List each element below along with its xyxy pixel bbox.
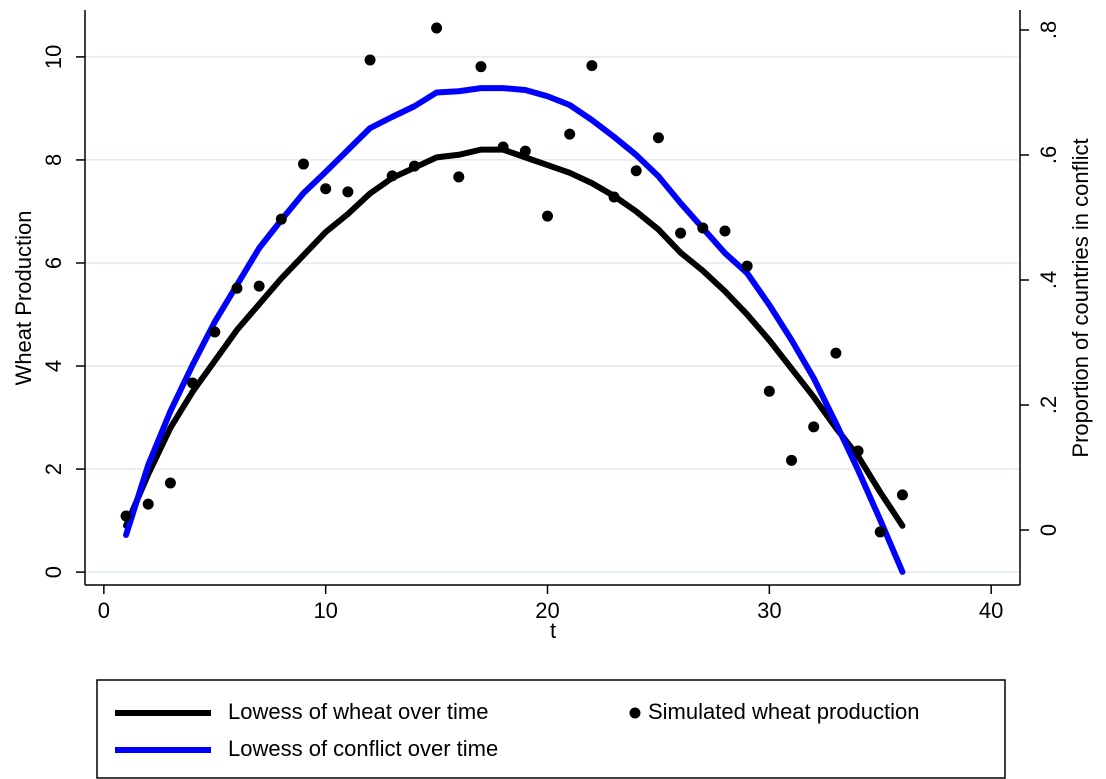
point <box>431 22 443 34</box>
legend-marker <box>629 707 641 719</box>
y-axis-title: Wheat Production <box>11 211 36 386</box>
y-tick-label: 8 <box>41 154 66 166</box>
x-tick-label: 10 <box>313 598 337 623</box>
point <box>342 186 354 198</box>
point <box>808 421 820 433</box>
y-tick-label: 10 <box>41 45 66 69</box>
y-tick-label: 6 <box>41 257 66 269</box>
point <box>763 385 775 397</box>
y2-axis-title: Proportion of countries in conflict <box>1068 138 1093 457</box>
x-tick-label: 20 <box>535 598 559 623</box>
line <box>123 85 906 575</box>
point <box>231 282 243 294</box>
x-tick-label: 30 <box>757 598 781 623</box>
point <box>408 160 420 172</box>
y2-tick-label: .2 <box>1036 396 1061 414</box>
point <box>896 489 908 501</box>
point <box>719 225 731 237</box>
y-tick-label: 0 <box>41 566 66 578</box>
x-tick-label: 40 <box>979 598 1003 623</box>
point <box>830 347 842 359</box>
point <box>697 222 709 234</box>
y-tick-label: 2 <box>41 463 66 475</box>
point <box>564 128 576 140</box>
point <box>209 326 221 338</box>
y2-tick-label: .6 <box>1036 146 1061 164</box>
point <box>519 145 531 157</box>
legend-label: Simulated wheat production <box>648 699 920 724</box>
y2-tick-label: .8 <box>1036 21 1061 39</box>
point <box>386 170 398 182</box>
point <box>786 454 798 466</box>
point <box>453 171 465 183</box>
point <box>187 377 199 389</box>
point <box>741 260 753 272</box>
point <box>675 227 687 239</box>
point <box>497 141 509 153</box>
point <box>652 132 664 144</box>
point <box>320 183 332 195</box>
point <box>608 191 620 203</box>
legend-label: Lowess of conflict over time <box>228 736 498 761</box>
y-tick-label: 4 <box>41 360 66 372</box>
point <box>542 210 554 222</box>
y2-tick-label: 0 <box>1036 524 1061 536</box>
x-tick-label: 0 <box>98 598 110 623</box>
point <box>874 526 886 538</box>
point <box>164 477 176 489</box>
point <box>852 445 864 457</box>
point <box>586 60 598 72</box>
point <box>275 213 287 225</box>
point <box>253 280 265 292</box>
point <box>120 510 132 522</box>
point <box>630 165 642 177</box>
point <box>142 498 154 510</box>
line <box>123 146 906 529</box>
point <box>364 54 376 66</box>
y2-tick-label: .4 <box>1036 271 1061 289</box>
point <box>475 61 487 73</box>
x-axis-title: t <box>550 618 556 643</box>
legend-label: Lowess of wheat over time <box>228 699 488 724</box>
point <box>297 158 309 170</box>
legend-box <box>96 679 1006 779</box>
